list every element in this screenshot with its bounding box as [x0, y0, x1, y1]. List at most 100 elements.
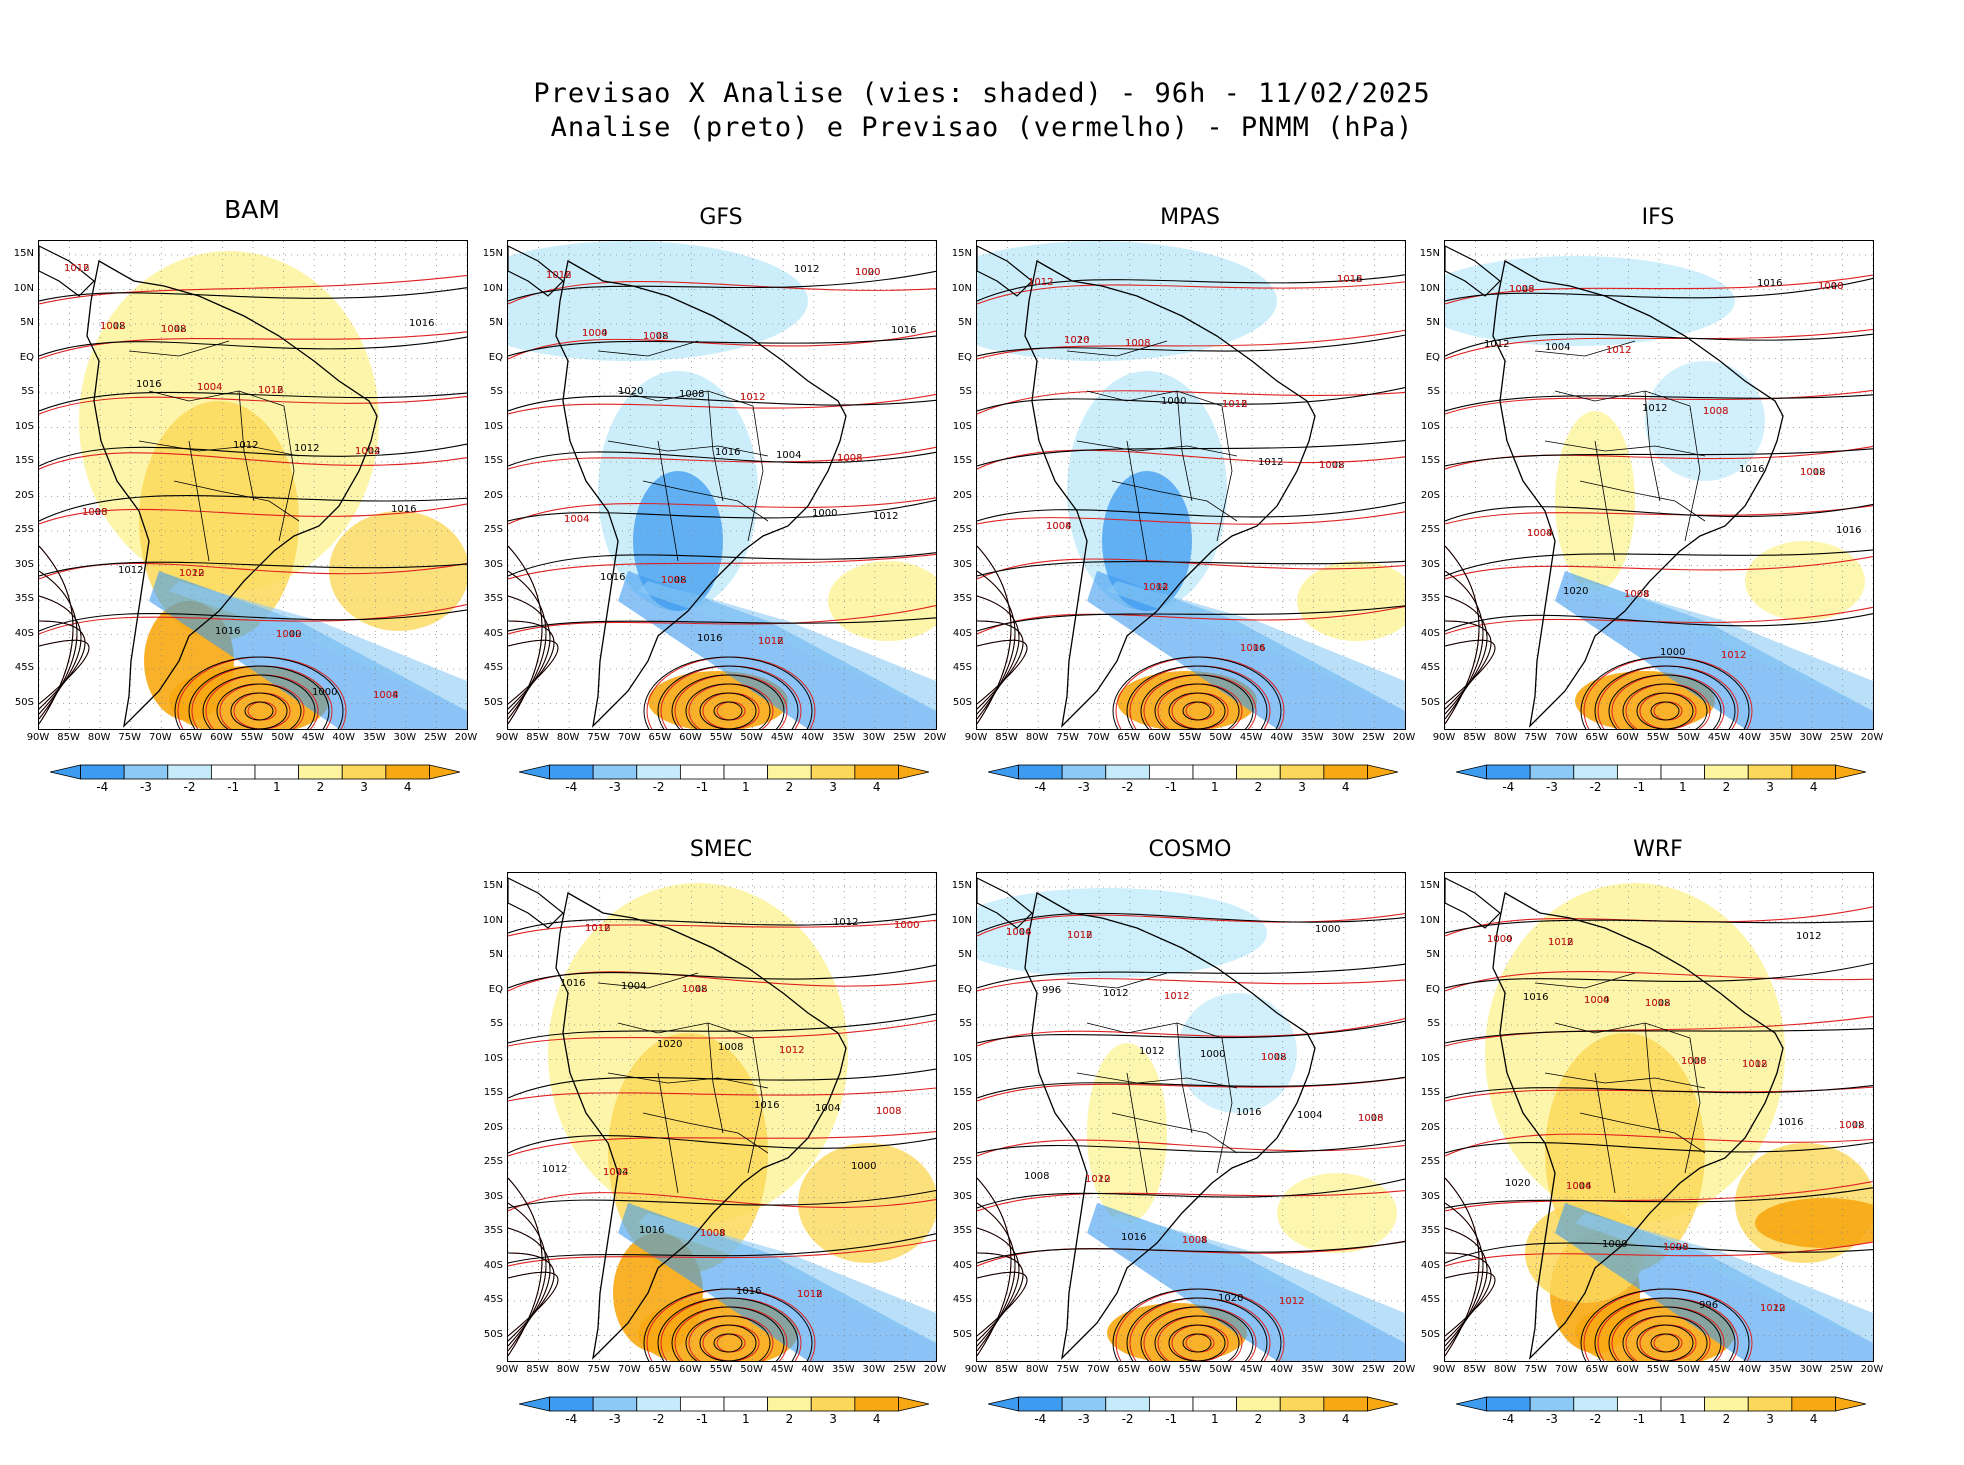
forecast-isobar — [508, 393, 936, 415]
country-border — [657, 440, 679, 562]
forecast-contour-label: 1004 — [1487, 934, 1512, 945]
map-canvas: 1012100810121004100810121000100410081004… — [39, 241, 467, 729]
colorbar-label: -1 — [1165, 1412, 1178, 1426]
pressure-bias-map: 1012 1012 1008 1008 1012 1008 1012 1004 1012 1000… — [976, 872, 1406, 1362]
analysis-contour-label: 1008 — [700, 1228, 725, 1239]
latitude-tick-label: EQ — [957, 983, 972, 995]
forecast-contour-label: 1020 — [1760, 1303, 1785, 1314]
longitude-tick-label: 20W — [1392, 732, 1416, 743]
colorbar-label: -3 — [608, 1412, 621, 1426]
analysis-contour-label: 1008 — [1319, 460, 1344, 471]
coastline — [555, 891, 847, 1360]
latitude-tick-label: 25S — [14, 524, 34, 535]
analysis-contour-label: 1004 — [1006, 927, 1031, 938]
latitude-tick-label: 20S — [952, 489, 972, 501]
latitude-tick-label: 5S — [490, 1018, 503, 1029]
bias-shading — [1575, 1213, 1873, 1343]
longitude-tick-label: 40W — [1270, 732, 1294, 743]
map-panel-bam: BAM 1012 1008 1012 1004 1008 1012 1000 1004 1008 1… — [0, 195, 488, 823]
bias-colorbar: -4 -3 -2 -1 1 2 3 4 — [987, 1396, 1399, 1432]
analysis-isobar — [1445, 1202, 1484, 1352]
figure-title-line2: Analise (preto) e Previsao (vermelho) - … — [550, 112, 1414, 143]
analysis-isobar — [508, 1227, 551, 1347]
analysis-isobar — [977, 595, 1020, 715]
forecast-contour-label: 1004 — [700, 1228, 725, 1239]
colorbar-label: -3 — [1077, 780, 1090, 794]
analysis-contour-label: 1000 — [1818, 281, 1843, 292]
analysis-isobar — [39, 287, 467, 302]
longitude-tick-label: 75W — [587, 732, 611, 743]
analysis-contour-label: 1012 — [1796, 931, 1821, 942]
latitude-tick-label: EQ — [1425, 351, 1440, 363]
colorbar-swatch — [854, 1396, 899, 1412]
longitude-tick-label: 50W — [1677, 1364, 1700, 1375]
forecast-isobar — [39, 604, 467, 635]
longitude-tick-label: 70W — [148, 732, 172, 743]
colorbar-label: -4 — [1034, 1412, 1047, 1426]
analysis-contour-label: 1016 — [736, 1286, 761, 1297]
bias-shading — [1555, 411, 1635, 591]
longitude-tick-label: 45W — [770, 732, 794, 743]
analysis-isobar — [713, 1333, 743, 1353]
latitude-tick-label: 10N — [951, 282, 972, 294]
analysis-contour-label: 1016 — [600, 572, 625, 583]
analysis-contour-label: 1012 — [1103, 988, 1128, 999]
longitude-tick-label: 65W — [1585, 1364, 1609, 1375]
analysis-contour-label: 1004 — [776, 450, 801, 461]
latitude-tick-label: 10N — [951, 914, 972, 926]
analysis-contour-label: 1012 — [1279, 1296, 1304, 1307]
analysis-contour-label: 1008 — [100, 321, 125, 332]
analysis-isobar — [1594, 665, 1736, 729]
latitude-tick-label: EQ — [488, 983, 503, 995]
forecast-isobar — [39, 274, 467, 305]
longitude-tick-label: 45W — [1239, 732, 1263, 743]
analysis-contour-label: 1012 — [758, 636, 783, 647]
analysis-contour-label: 1008 — [1800, 467, 1825, 478]
colorbar-swatch — [1660, 764, 1706, 780]
colorbar-label: -1 — [696, 780, 709, 794]
forecast-contour-label: 1008 — [1742, 1059, 1767, 1070]
analysis-isobar — [977, 560, 1405, 577]
longitude-tick-label: 20W — [923, 732, 947, 743]
analysis-contour-label: 1000 — [812, 508, 837, 519]
latitude-tick-label: 5N — [958, 949, 972, 960]
analysis-contour-label: 1004 — [1046, 521, 1071, 532]
longitude-tick-label: 90W — [26, 732, 50, 743]
colorbar-swatch — [1704, 764, 1749, 780]
analysis-contour-label: 1016 — [1523, 992, 1548, 1003]
colorbar-swatch — [1192, 764, 1238, 780]
forecast-contour-label: 1012 — [1800, 467, 1825, 478]
analysis-contour-label: 1004 — [1527, 528, 1552, 539]
bias-colorbar: -4 -3 -2 -1 1 2 3 4 — [987, 764, 1399, 800]
country-border — [1216, 1037, 1233, 1174]
colorbar-swatch — [767, 764, 812, 780]
colorbar-label: 4 — [1341, 1412, 1350, 1426]
forecast-contour-label: 1004 — [1624, 589, 1649, 600]
coastline — [1445, 245, 1501, 297]
latitude-tick-label: 45S — [483, 662, 503, 673]
country-border — [1216, 405, 1233, 542]
forecast-isobar — [977, 1227, 1020, 1347]
analysis-isobar — [977, 639, 1028, 705]
forecast-isobar — [39, 331, 467, 360]
colorbar-swatch — [810, 764, 856, 780]
colorbar-swatch — [1486, 764, 1531, 780]
figure-title-line1: Previsao X Analise (vies: shaded) - 96h … — [533, 78, 1431, 109]
colorbar-swatch — [592, 764, 638, 780]
analysis-contour-label: 1004 — [603, 1167, 628, 1178]
analysis-isobar — [1636, 1324, 1694, 1361]
panel-title: COSMO — [1148, 837, 1232, 862]
map-panel-cosmo: COSMO 1012 1012 1008 1008 1012 1008 1012 1004 101… — [938, 837, 1426, 1465]
longitude-tick-label: 75W — [1524, 1364, 1548, 1375]
bias-shading — [1755, 1198, 1873, 1248]
map-canvas: 1012100810121008100410081012100010041008… — [508, 241, 936, 729]
analysis-contour-label: 1008 — [1358, 1113, 1383, 1124]
longitude-tick-label: 75W — [1056, 1364, 1080, 1375]
analysis-contour-label: 1000 — [1315, 924, 1340, 935]
analysis-contour-label: 1012 — [1143, 582, 1168, 593]
forecast-contour-label: 1008 — [373, 690, 398, 701]
analysis-isobar — [1126, 1297, 1268, 1361]
panel-title: SMEC — [689, 837, 753, 862]
longitude-tick-label: 80W — [1493, 732, 1517, 743]
map-panel-ifs: IFS 1008 1012 1008 1008 1004 1008 1012 1000 1004 1… — [1406, 205, 1894, 833]
